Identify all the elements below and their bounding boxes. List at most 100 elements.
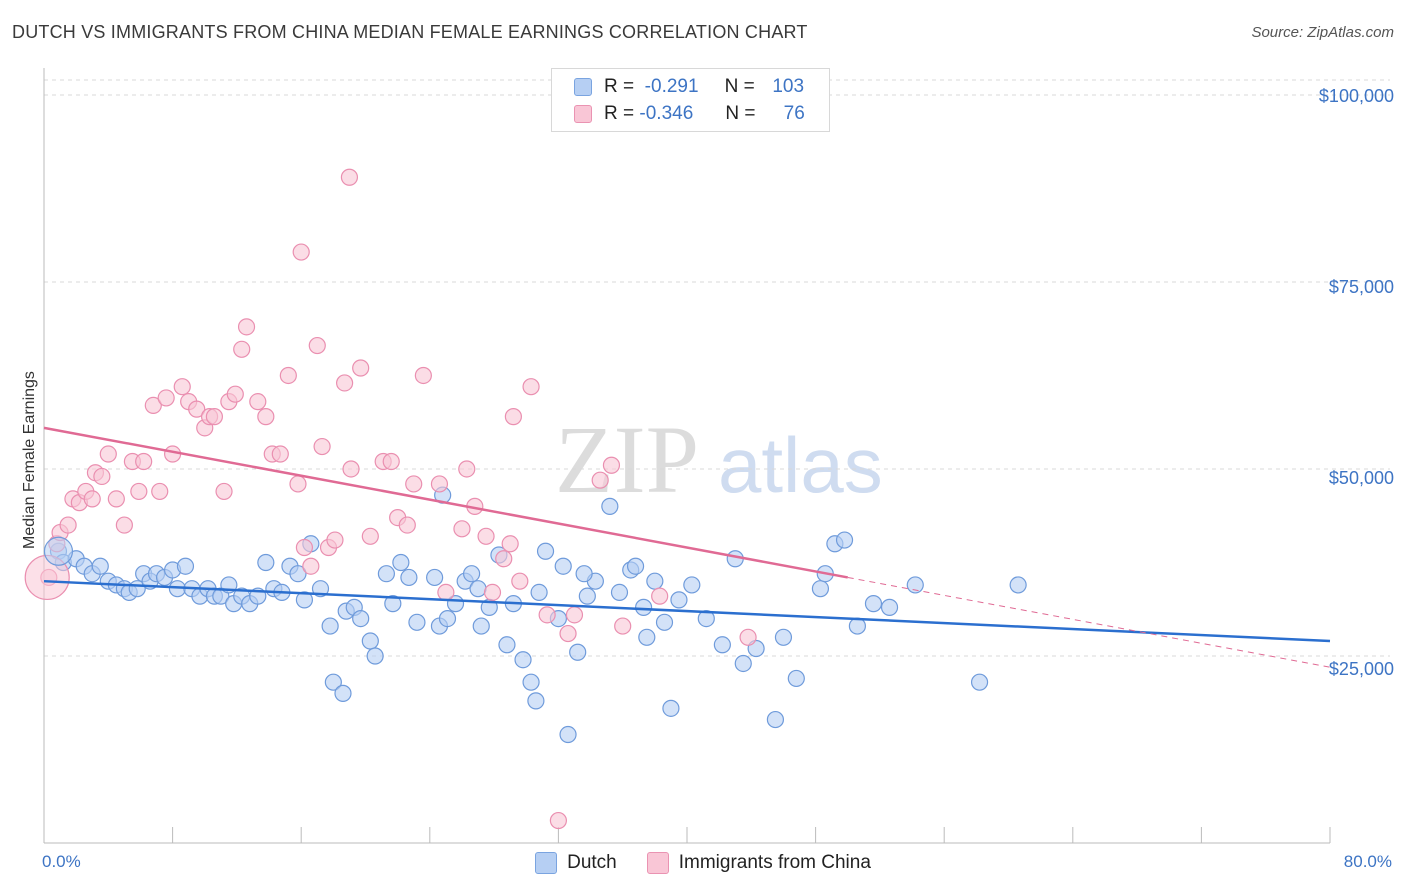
dutch-point: [734, 654, 752, 673]
dutch-point: [400, 568, 418, 587]
dutch-point: [554, 557, 572, 575]
dutch-point: [469, 580, 487, 598]
china-point: [430, 475, 449, 493]
china-point: [501, 535, 519, 553]
dutch-point: [880, 598, 899, 616]
dutch-point: [295, 591, 314, 609]
china-point: [83, 490, 101, 508]
dutch-point: [361, 632, 379, 650]
china-point: [233, 340, 251, 358]
dutch-point: [527, 692, 545, 710]
dutch-point: [257, 553, 275, 572]
n-value: 103: [772, 76, 805, 97]
china-point: [205, 408, 223, 426]
china-point: [414, 366, 432, 385]
china-point: [522, 378, 540, 396]
dutch-point: [670, 591, 688, 609]
r-label: R =: [604, 103, 635, 124]
legend-row-china: R = -0.346 N = 76: [574, 101, 805, 127]
china-point: [257, 408, 275, 426]
dutch-point: [384, 595, 402, 613]
dutch-point: [324, 673, 342, 691]
dutch-point: [498, 636, 516, 654]
china-point: [538, 606, 556, 624]
dutch-point: [334, 684, 352, 702]
dutch-point: [811, 580, 830, 598]
china-point: [99, 445, 117, 463]
china-point: [405, 475, 423, 493]
dutch-point: [366, 647, 384, 665]
china-point: [151, 482, 169, 501]
china-point: [93, 467, 111, 486]
china-point: [602, 456, 621, 474]
dutch-point: [472, 617, 490, 635]
dutch-point: [559, 725, 577, 744]
china-swatch: [646, 852, 669, 874]
watermark-zip: ZIP: [555, 406, 699, 513]
china-trend-extension: [847, 576, 1331, 668]
y-tick-label: $25,000: [1328, 659, 1394, 679]
china-point: [188, 400, 206, 418]
dutch-point: [91, 557, 109, 575]
legend-item-dutch: Dutch: [535, 852, 617, 874]
dutch-swatch: [535, 852, 558, 874]
dutch-point: [713, 636, 731, 654]
y-tick-label: $100,000: [1318, 86, 1394, 106]
dutch-point: [426, 568, 444, 587]
y-tick-label: $75,000: [1328, 277, 1394, 297]
n-label: N =: [724, 76, 755, 97]
china-point: [271, 445, 289, 463]
dutch-point: [530, 583, 548, 602]
china-point: [549, 811, 568, 830]
r-value: -0.291: [644, 76, 699, 97]
dutch-point: [1009, 576, 1027, 594]
china-point: [739, 628, 757, 646]
dutch-point: [462, 565, 481, 583]
china-point: [342, 460, 360, 478]
china-point: [292, 243, 310, 261]
dutch-point: [43, 536, 74, 566]
n-value: 76: [783, 103, 805, 124]
china-point: [477, 527, 495, 545]
chart-title: DUTCH VS IMMIGRANTS FROM CHINA MEDIAN FE…: [12, 22, 808, 42]
dutch-point: [289, 565, 307, 583]
china-point: [398, 516, 416, 534]
x-tick-label-max: 80.0%: [1343, 852, 1392, 871]
china-point: [361, 527, 379, 545]
dutch-point: [697, 609, 715, 628]
china-point: [130, 482, 148, 501]
dutch-point: [408, 613, 426, 631]
r-value: -0.346: [639, 103, 694, 124]
x-tick-label-min: 0.0%: [42, 852, 81, 871]
dutch-point: [634, 598, 653, 616]
china-point: [511, 572, 529, 590]
china-point: [326, 531, 344, 549]
dutch-point: [610, 583, 629, 602]
china-point: [340, 168, 359, 186]
china-point: [302, 557, 320, 575]
dutch-point: [536, 542, 555, 560]
dutch-point: [377, 565, 395, 583]
legend-label-dutch: Dutch: [567, 852, 617, 873]
china-point: [289, 475, 307, 493]
china-point: [144, 396, 162, 414]
china-point: [565, 606, 584, 624]
dutch-point: [646, 572, 664, 590]
dutch-point: [655, 613, 674, 631]
china-swatch: [574, 105, 592, 123]
legend-label-china: Immigrants from China: [678, 852, 871, 873]
china-point: [107, 490, 125, 508]
dutch-point: [578, 587, 596, 605]
dutch-point: [638, 628, 656, 646]
series-legend: Dutch Immigrants from China: [0, 852, 1406, 874]
china-point: [59, 516, 77, 534]
china-point: [483, 583, 502, 602]
china-point: [215, 482, 233, 501]
dutch-point: [392, 553, 410, 572]
legend-row-dutch: R = -0.291 N = 103: [574, 74, 804, 100]
china-point: [135, 452, 153, 471]
china-point: [249, 393, 267, 411]
y-tick-label: $50,000: [1328, 468, 1394, 488]
china-point: [226, 385, 244, 403]
r-label: R =: [604, 76, 635, 97]
